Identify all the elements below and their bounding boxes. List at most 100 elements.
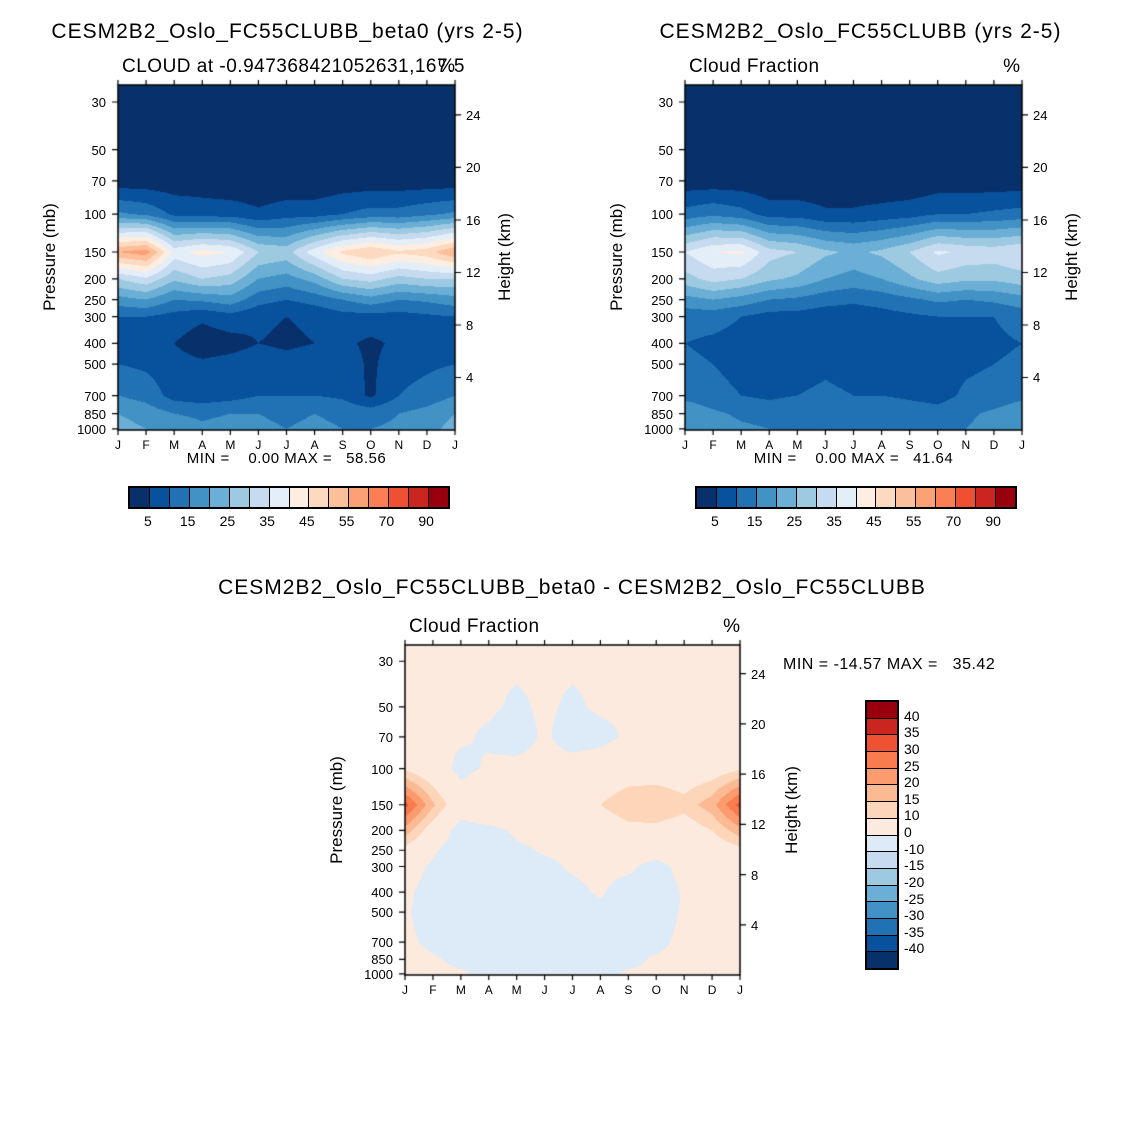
height-tick-label: 20: [466, 160, 481, 176]
colorbar-tick-label: -40: [904, 940, 925, 957]
colorbar-cell: [876, 488, 897, 507]
colorbar-cell: [369, 488, 390, 507]
colorbar-tick-label: 40: [904, 707, 920, 724]
colorbar-tick-label: -10: [904, 840, 925, 857]
colorbar-cell: [289, 488, 310, 507]
height-tick-label: 8: [466, 317, 474, 333]
pressure-tick-label: 300: [371, 859, 393, 875]
colorbar-cell: [867, 885, 897, 903]
pressure-tick-label: 200: [84, 271, 106, 287]
pressure-tick-label: 700: [84, 388, 106, 404]
pressure-tick-label: 1000: [77, 421, 106, 437]
month-tick-label: A: [198, 438, 207, 452]
colorbar-cell: [956, 488, 977, 507]
colorbar-tick-label: -25: [904, 890, 925, 907]
month-tick-label: O: [651, 983, 661, 997]
colorbar-cell: [896, 488, 917, 507]
height-tick-label: 16: [751, 767, 766, 783]
height-tick-label: 12: [751, 817, 766, 833]
pressure-tick-label: 250: [84, 292, 106, 308]
colorbar-cell: [867, 835, 897, 853]
colorbar-cell: [867, 735, 897, 753]
pressure-tick-label: 400: [651, 336, 673, 352]
colorbar-cell: [867, 768, 897, 786]
colorbar-cell: [209, 488, 230, 507]
panel1-height-axis-label: Height (km): [495, 213, 514, 301]
colorbar-cell: [867, 718, 897, 736]
height-tick-label: 24: [751, 666, 766, 682]
month-tick-label: N: [394, 438, 404, 452]
colorbar-cell: [229, 488, 250, 507]
pressure-tick-label: 250: [651, 292, 673, 308]
month-tick-label: F: [429, 983, 437, 997]
colorbar-cell: [867, 902, 897, 919]
month-tick-label: M: [225, 438, 236, 452]
colorbar-cell: [716, 488, 737, 507]
height-tick-label: 8: [1033, 317, 1041, 333]
colorbar-cell: [429, 488, 448, 507]
month-tick-label: M: [511, 983, 522, 997]
colorbar-tick-label: 5: [710, 513, 719, 529]
colorbar-cell: [936, 488, 957, 507]
colorbar-cell: [867, 702, 897, 719]
colorbar-tick-label: 45: [299, 513, 315, 529]
colorbar-tick-label: 15: [746, 513, 763, 529]
month-tick-label: O: [933, 438, 943, 452]
colorbar-tick-label: 55: [905, 513, 922, 529]
pressure-tick-label: 250: [371, 843, 393, 859]
height-tick-label: 16: [1033, 212, 1048, 228]
month-tick-label: A: [484, 983, 493, 997]
colorbar-cell: [409, 488, 430, 507]
colorbar-tick-label: -15: [904, 857, 925, 874]
colorbar-tick-label: 90: [418, 513, 434, 529]
colorbar-cell: [736, 488, 757, 507]
colorbar-tick-label: -35: [904, 923, 925, 940]
colorbar-tick-label: 45: [866, 513, 882, 529]
height-tick-label: 20: [751, 716, 766, 732]
colorbar: [695, 486, 1017, 509]
panel2-title: CESM2B2_Oslo_FC55CLUBB (yrs 2-5): [659, 20, 1062, 43]
month-tick-label: A: [765, 438, 774, 452]
month-tick-label: J: [850, 438, 857, 452]
pressure-tick-label: 150: [651, 244, 673, 260]
colorbar-cell: [867, 952, 897, 968]
colorbar-cell: [867, 818, 897, 836]
colorbar-cell: [697, 488, 717, 507]
pressure-tick-label: 400: [84, 336, 106, 352]
panel2-unit-label: %: [1003, 56, 1020, 77]
colorbar-tick-label: 55: [338, 513, 355, 529]
month-tick-label: O: [366, 438, 376, 452]
colorbar-cell: [836, 488, 857, 507]
pressure-tick-label: 100: [651, 207, 673, 223]
panel1-minmax-text: MIN = 0.00 MAX = 58.56: [186, 450, 387, 467]
height-tick-label: 24: [1033, 107, 1048, 123]
height-tick-label: 16: [466, 212, 481, 228]
colorbar-cell: [867, 868, 897, 886]
height-tick-label: 24: [466, 107, 481, 123]
month-tick-label: F: [142, 438, 150, 452]
colorbar-cell: [796, 488, 817, 507]
height-tick-label: 12: [1033, 265, 1048, 281]
pressure-tick-label: 300: [651, 309, 673, 325]
colorbar-tick-label: 5: [143, 513, 152, 529]
colorbar-cell: [916, 488, 937, 507]
month-tick-label: J: [255, 438, 262, 452]
pressure-tick-label: 100: [84, 207, 106, 223]
pressure-tick-label: 150: [84, 244, 106, 260]
colorbar-cell: [130, 488, 150, 507]
month-tick-label: J: [115, 438, 121, 452]
month-tick-label: D: [422, 438, 432, 452]
pressure-tick-label: 200: [651, 271, 673, 287]
month-tick-label: J: [402, 983, 408, 997]
colorbar-cell: [329, 488, 350, 507]
colorbar-tick-label: 15: [179, 513, 196, 529]
month-tick-label: J: [737, 983, 743, 997]
month-tick-label: J: [1019, 438, 1025, 452]
colorbar-tick-label: 25: [219, 513, 236, 529]
colorbar-cell: [776, 488, 797, 507]
colorbar-cell: [996, 488, 1015, 507]
panel3-title: CESM2B2_Oslo_FC55CLUBB_beta0 - CESM2B2_O…: [218, 576, 926, 599]
panel1-unit-label: %: [438, 56, 455, 77]
colorbar-tick-label: 35: [259, 513, 275, 529]
height-tick-label: 20: [1033, 160, 1048, 176]
